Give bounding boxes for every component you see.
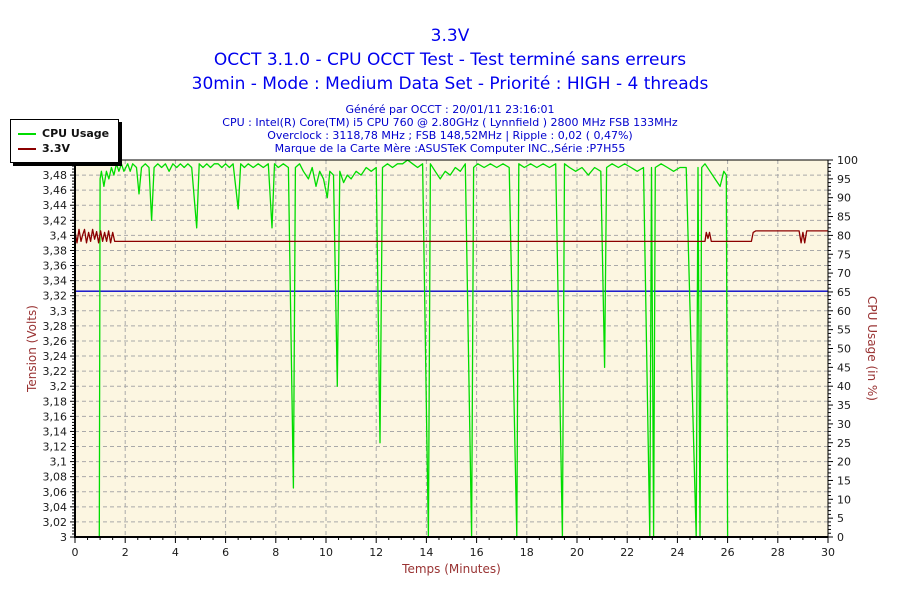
svg-text:100: 100 [837,154,858,167]
legend-item-3-3v: 3.3V [18,142,109,155]
motherboard-info: Marque de la Carte Mère :ASUSTeK Compute… [274,142,626,155]
svg-text:3,24: 3,24 [43,350,68,363]
svg-text:3,32: 3,32 [43,290,68,303]
svg-text:90: 90 [837,192,851,205]
svg-text:3,22: 3,22 [43,365,68,378]
svg-text:85: 85 [837,211,851,224]
svg-text:3,2: 3,2 [50,380,68,393]
legend-label-3-3v: 3.3V [42,142,70,155]
svg-text:65: 65 [837,286,851,299]
chart-subtitle-mode: 30min - Mode : Medium Data Set - Priorit… [191,74,709,94]
legend-item-cpu-usage: CPU Usage [18,127,109,140]
svg-text:40: 40 [837,380,851,393]
cpu-info: CPU : Intel(R) Core(TM) i5 CPU 760 @ 2.8… [222,116,678,129]
svg-text:6: 6 [222,546,229,559]
svg-text:0: 0 [72,546,79,559]
svg-text:22: 22 [620,546,634,559]
svg-text:55: 55 [837,324,851,337]
svg-text:15: 15 [837,474,851,487]
svg-text:3,26: 3,26 [43,335,68,348]
svg-text:26: 26 [721,546,735,559]
svg-text:8: 8 [272,546,279,559]
svg-text:20: 20 [837,456,851,469]
svg-text:28: 28 [771,546,785,559]
svg-text:3,4: 3,4 [50,229,68,242]
svg-text:5: 5 [837,512,844,525]
svg-text:3,18: 3,18 [43,395,68,408]
svg-text:30: 30 [837,418,851,431]
svg-text:95: 95 [837,173,851,186]
svg-text:50: 50 [837,343,851,356]
svg-text:4: 4 [172,546,179,559]
svg-text:12: 12 [369,546,383,559]
tick-labels: 3 3,02 3,04 3,06 3,08 3,1 3,12 3,14 3,16 3,18 3,2 3… [43,154,859,559]
svg-text:35: 35 [837,399,851,412]
svg-text:3,04: 3,04 [43,501,68,514]
chart-title: 3.3V [430,26,470,46]
legend-box: CPU Usage 3.3V [10,119,120,163]
svg-text:45: 45 [837,361,851,374]
svg-text:2: 2 [122,546,129,559]
svg-text:3,1: 3,1 [50,456,68,469]
svg-text:20: 20 [570,546,584,559]
svg-text:25: 25 [837,437,851,450]
axis-ticks [70,159,833,543]
svg-text:18: 18 [520,546,534,559]
svg-text:3,42: 3,42 [43,214,68,227]
generated-info: Généré par OCCT : 20/01/11 23:16:01 [345,103,555,116]
svg-text:3,48: 3,48 [43,169,68,182]
chart-subtitle-test: OCCT 3.1.0 - CPU OCCT Test - Test termin… [213,50,687,70]
svg-text:60: 60 [837,305,851,318]
series-line-3-3v [74,228,828,244]
svg-text:3,3: 3,3 [50,305,68,318]
svg-text:3,34: 3,34 [43,275,68,288]
svg-text:3,46: 3,46 [43,184,68,197]
plot-area [75,160,828,537]
cpu-usage-line-swatch [18,132,36,135]
svg-text:10: 10 [837,493,851,506]
svg-text:3,38: 3,38 [43,244,68,257]
svg-text:3,28: 3,28 [43,320,68,333]
svg-text:3,02: 3,02 [43,516,68,529]
left-axis-title: Tension (Volts) [25,305,39,393]
voltage-line-swatch [18,147,36,150]
svg-text:3,06: 3,06 [43,486,68,499]
svg-text:80: 80 [837,229,851,242]
svg-text:3,16: 3,16 [43,410,68,423]
svg-text:70: 70 [837,267,851,280]
svg-text:3,36: 3,36 [43,260,68,273]
overclock-info: Overclock : 3118,78 MHz ; FSB 148,52MHz … [267,129,633,142]
svg-text:24: 24 [670,546,684,559]
svg-text:16: 16 [470,546,484,559]
svg-text:75: 75 [837,248,851,261]
x-axis-title: Temps (Minutes) [401,562,501,576]
legend-label-cpu-usage: CPU Usage [42,127,110,140]
svg-text:14: 14 [419,546,433,559]
svg-text:3,14: 3,14 [43,425,68,438]
svg-text:3: 3 [60,531,67,544]
svg-text:30: 30 [821,546,835,559]
svg-text:3,08: 3,08 [43,471,68,484]
svg-text:0: 0 [837,531,844,544]
right-axis-title: CPU Usage (in %) [865,296,879,401]
svg-text:3,12: 3,12 [43,441,68,454]
series-line-cpu-usage [75,159,729,538]
svg-text:3,44: 3,44 [43,199,68,212]
svg-text:10: 10 [319,546,333,559]
